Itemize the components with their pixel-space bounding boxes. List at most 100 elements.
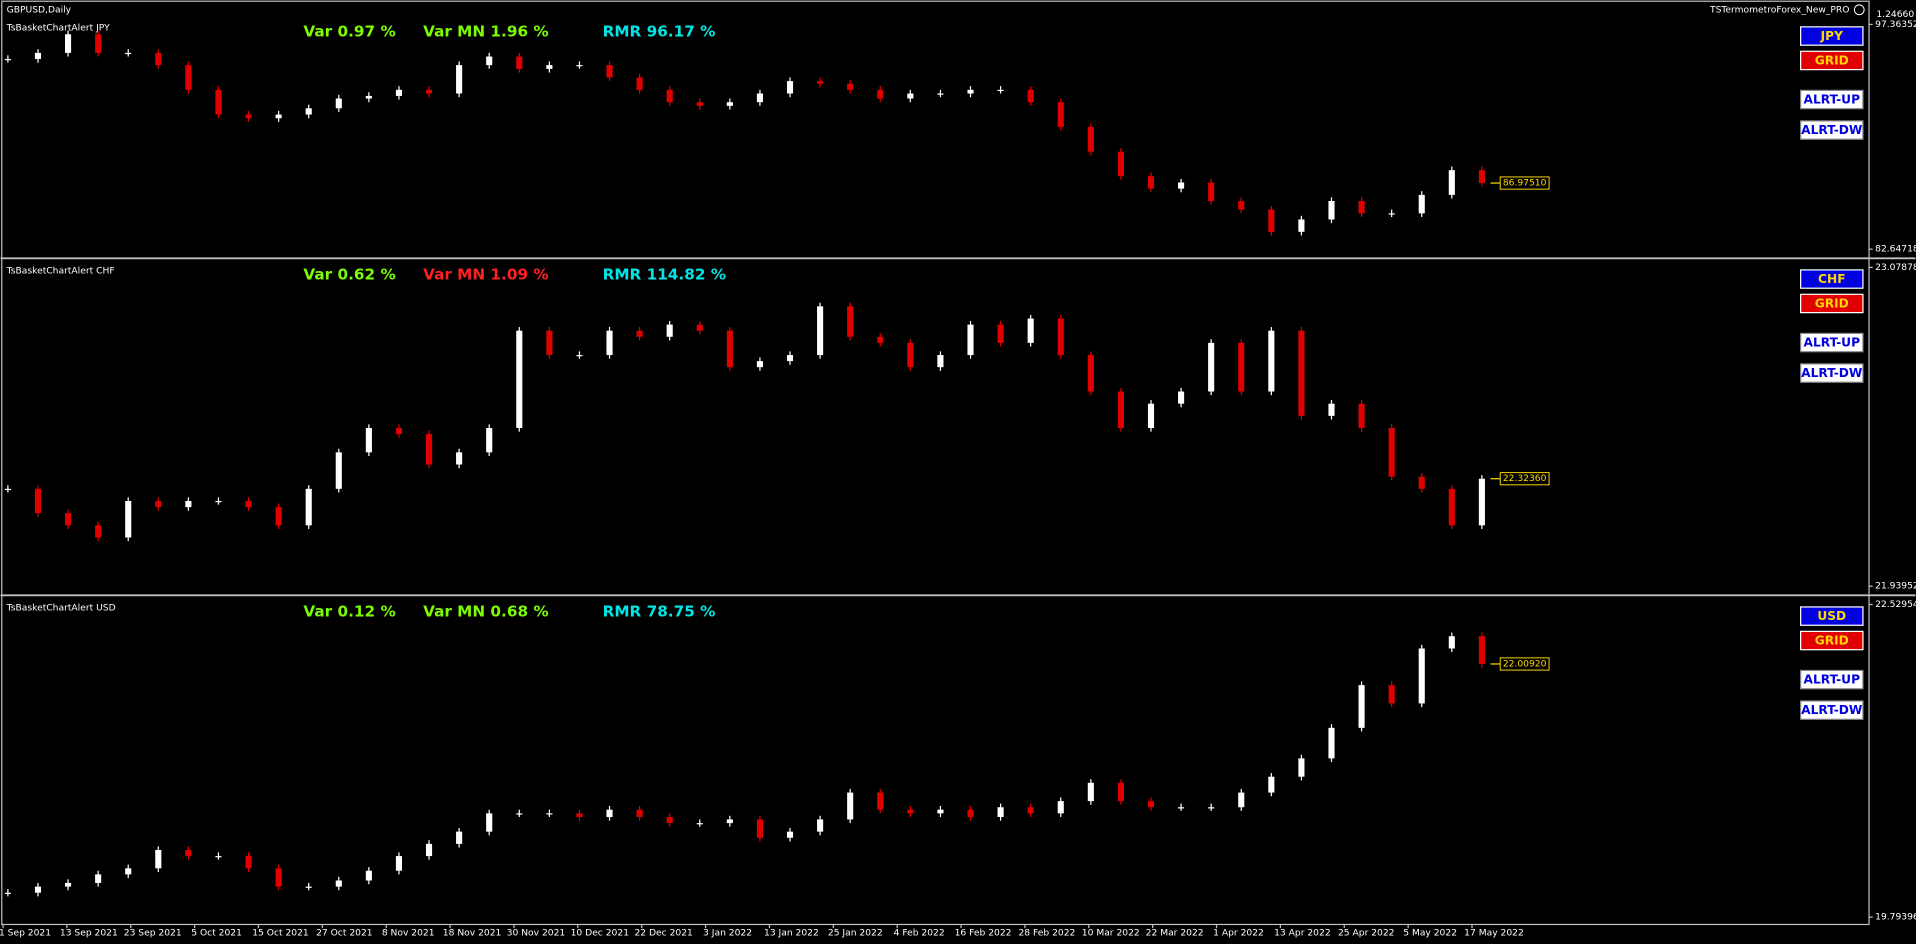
candle-body [1358,403,1365,429]
var-label: Var 0.62 % [303,265,395,283]
button-label[interactable]: ALRT-DW [1801,123,1863,137]
button-label[interactable]: ALRT-UP [1804,336,1861,350]
candle-body [696,324,703,331]
candle-body [34,886,42,893]
candle-body [335,98,342,109]
x-tick-label: 22 Mar 2022 [1146,929,1204,939]
candle-body [997,324,1004,343]
candle-body [1358,200,1365,214]
button[interactable] [1800,269,1864,289]
smiley-icon [1853,4,1865,16]
candle-body [606,65,613,78]
candle-body [907,809,914,814]
var-mn-label: Var MN 1.09 % [423,265,549,283]
candle-body [1388,685,1395,704]
button[interactable] [1800,89,1864,110]
candle-body [215,89,222,115]
candle-body [365,95,372,99]
y-tick-label: 23.07878 [1875,263,1916,273]
candle-body [275,507,282,526]
candle-body [95,34,102,53]
candle-body [606,809,613,818]
candle-body [516,330,523,429]
candle-body [756,361,763,368]
candle-body [1087,355,1094,392]
button[interactable] [1800,50,1864,71]
candle-body [606,330,613,356]
button-label[interactable]: ALRT-DW [1801,366,1863,380]
candle-body [395,856,403,871]
button-label[interactable]: GRID [1815,297,1849,311]
button[interactable] [1800,669,1864,690]
button[interactable] [1800,26,1864,46]
button-label[interactable]: GRID [1815,54,1849,68]
button-label[interactable]: ALRT-UP [1804,93,1861,107]
candle-body [1268,776,1275,793]
price-axis-label: 1.24660 [1876,10,1914,20]
candle-body [877,792,884,810]
x-tick-label: 5 Oct 2021 [191,929,242,939]
candle-body [1418,648,1425,704]
button[interactable] [1800,293,1864,314]
candle-body [456,831,463,844]
y-tick-label: 97.36352 [1875,20,1916,30]
candle-body [335,452,342,489]
candle-body [245,856,252,869]
button[interactable] [1800,363,1864,383]
candle-body [1328,727,1335,759]
candle-body [726,819,733,824]
candle-body [4,892,11,894]
x-tick-label: 15 Oct 2021 [252,929,309,939]
x-tick-label: 13 Apr 2022 [1274,929,1331,939]
button[interactable] [1800,606,1864,626]
candle-body [1027,807,1034,814]
candle-body [817,819,824,832]
last-price-label: 86.97510 [1503,179,1547,189]
candle-body [1208,807,1215,809]
button[interactable] [1800,630,1864,651]
button[interactable] [1800,700,1864,720]
button-label[interactable]: CHF [1818,272,1846,286]
button-label[interactable]: JPY [1820,29,1843,43]
candle-body [636,809,643,818]
candle-body [1448,488,1455,526]
candle-body [546,65,553,69]
candle-body [1448,636,1455,649]
button-label[interactable]: GRID [1815,634,1849,648]
candle-body [395,428,403,435]
x-tick-label: 23 Sep 2021 [124,929,182,939]
candle-body [1057,102,1064,127]
candle-body [215,500,222,503]
button-label[interactable]: ALRT-DW [1801,703,1863,717]
button[interactable] [1800,332,1864,353]
button-label[interactable]: ALRT-UP [1804,673,1861,687]
candle-body [425,89,433,94]
y-tick-label: 82.64718 [1875,245,1916,255]
x-tick-label: 3 Jan 2022 [703,929,752,939]
candle-body [997,807,1004,818]
candle-body [1298,758,1305,777]
candle-body [967,809,974,818]
button[interactable] [1800,120,1864,140]
candle-body [1388,428,1395,477]
var-label: Var 0.12 % [303,602,395,620]
candle-body [1117,782,1124,802]
button-label[interactable]: USD [1817,609,1846,623]
candle-body [1057,318,1064,356]
candle-body [1298,219,1305,232]
x-tick-label: 22 Dec 2021 [634,929,692,939]
candle-body [1388,213,1395,215]
candle-body [516,56,523,69]
candle-body [666,817,673,824]
candle-body [155,500,162,508]
candle-body [817,81,824,84]
candle-body [1478,478,1485,526]
candle-body [696,823,703,825]
indicator-name: TSTermometroForex_New_PRO [1709,5,1849,15]
candle-body [907,342,914,368]
candle-body [1328,403,1335,416]
candle-body [1208,182,1215,201]
candle-body [215,856,222,858]
candle-body [1238,792,1245,808]
candle-body [1178,807,1185,809]
